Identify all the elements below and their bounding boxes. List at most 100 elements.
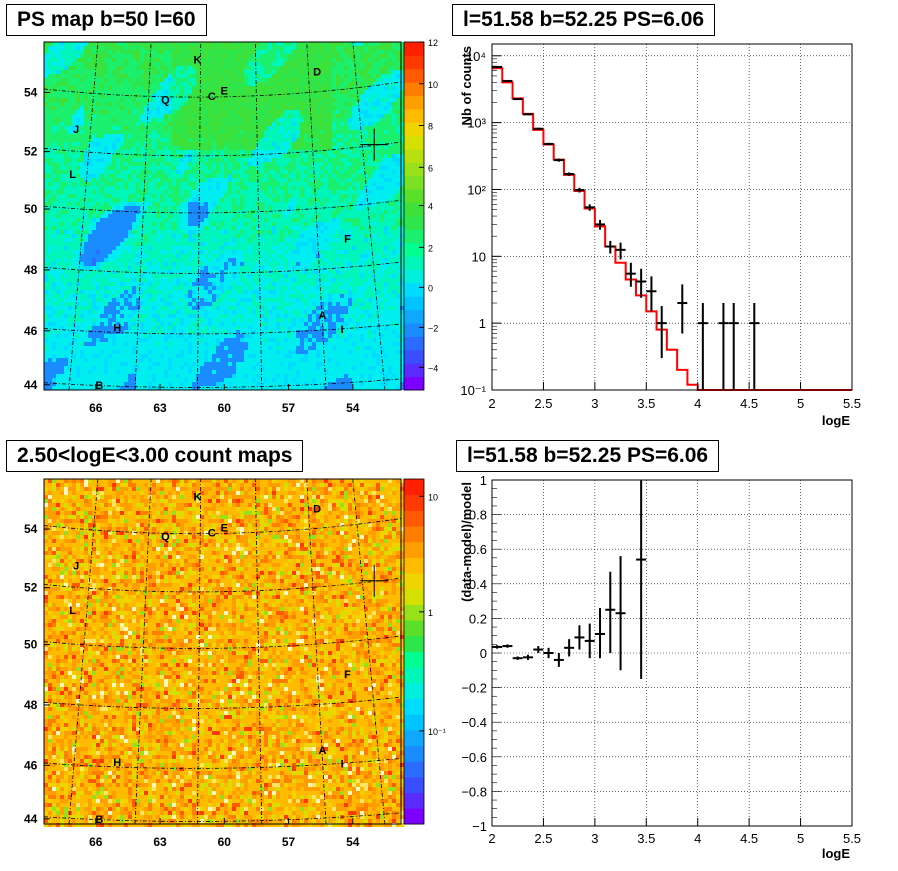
- ps-map-colorbar-tick: 2: [428, 243, 433, 253]
- count-map-frame: [43, 478, 402, 825]
- ps-map-x-tick: 57: [282, 401, 296, 415]
- count-map-cells: [44, 479, 404, 827]
- residual-y-tick: 0.8: [469, 508, 487, 523]
- ps-map-cells: [44, 42, 404, 390]
- spectrum-x-label: logE: [822, 413, 850, 428]
- ps-map-colorbar-tick: 6: [428, 163, 433, 173]
- spectrum-x-tick: 5.5: [843, 396, 861, 411]
- spectrum-title: l=51.58 b=52.25 PS=6.06: [452, 4, 716, 36]
- ps-map-colorbar-tick: 12: [428, 38, 438, 48]
- ps-map-colorbar-tick: 4: [428, 202, 433, 212]
- residual-x-label: logE: [822, 846, 850, 861]
- residual-y-tick: 0.6: [469, 542, 487, 557]
- count-map-colorbar-step: [404, 792, 424, 809]
- ps-map-y-tick: 44: [24, 378, 38, 392]
- source-label-A: A: [318, 745, 326, 757]
- source-label-J: J: [73, 560, 79, 572]
- residual-x-tick: 4: [694, 831, 701, 846]
- count-map-lat-gridline: [43, 577, 402, 593]
- source-label-E: E: [221, 522, 228, 534]
- ps-map-colorbar-step: [404, 336, 424, 351]
- ps-map-colorbar-step: [404, 229, 424, 244]
- ps-map-colorbar-tick: 10: [428, 80, 438, 90]
- ps-map-lat-gridline: [43, 81, 402, 98]
- residual-y-tick: −0.6: [461, 750, 487, 765]
- count-map-colorbar-step: [404, 651, 424, 668]
- ps-map-lat-gridline: [43, 141, 402, 157]
- spectrum-model-step: [492, 67, 852, 391]
- ps-map-colorbar-tick: −2: [428, 323, 438, 333]
- source-label-H: H: [113, 757, 121, 769]
- count-map-colorbar-tick: 1: [428, 608, 433, 618]
- source-label-D: D: [313, 503, 321, 515]
- residual-x-tick: 2: [488, 831, 495, 846]
- count-map-lon-gridline: [134, 478, 152, 825]
- count-map-x-tick: 66: [89, 835, 103, 849]
- count-map-x-tick: 54: [346, 835, 360, 849]
- residual-y-tick: −0.2: [461, 681, 487, 696]
- count-map-y-tick: 52: [24, 581, 38, 595]
- residual-y-tick: −0.8: [461, 784, 487, 799]
- ps-map-colorbar-step: [404, 376, 424, 391]
- count-map-colorbar-step: [404, 698, 424, 715]
- spectrum-x-tick: 2.5: [534, 396, 552, 411]
- count-map-x-tick: 63: [153, 835, 167, 849]
- count-map-colorbar-step: [404, 620, 424, 637]
- residual-title: l=51.58 b=52.25 PS=6.06: [456, 440, 720, 472]
- ps-map-colorbar-step: [404, 122, 424, 137]
- residual-y-tick: 1: [480, 473, 487, 488]
- ps-map-lat-gridline: [43, 261, 402, 274]
- ps-map-colorbar-step: [404, 363, 424, 378]
- count-map-lat-gridline: [43, 812, 402, 822]
- source-label-D: D: [313, 67, 321, 79]
- count-map-colorbar-tick: 10: [428, 492, 438, 502]
- residual-y-tick: 0: [480, 646, 487, 661]
- count-map-y-tick: 50: [24, 638, 38, 652]
- ps-map-y-tick: 54: [24, 85, 38, 99]
- ps-map-colorbar-tick: 8: [428, 122, 433, 132]
- ps-map-colorbar-step: [404, 42, 424, 56]
- source-label-C: C: [208, 91, 216, 103]
- count-map-y-tick: 46: [24, 758, 38, 772]
- ps-map-frame: [43, 41, 402, 391]
- count-map-colorbar-step: [404, 808, 424, 825]
- ps-map-lon-gridline: [134, 41, 152, 391]
- ps-map-colorbar-step: [404, 82, 424, 97]
- residual-y-tick: 0.2: [469, 611, 487, 626]
- count-map-colorbar-step: [404, 541, 424, 558]
- residual-frame: [491, 479, 853, 827]
- ps-map-colorbar-step: [404, 323, 424, 337]
- count-map-colorbar-step: [404, 776, 424, 794]
- count-map-colorbar-step: [404, 729, 424, 747]
- spectrum-x-tick: 3.5: [637, 396, 655, 411]
- spectrum-x-tick: 2: [488, 396, 495, 411]
- ps-map-colorbar-step: [404, 189, 424, 204]
- spectrum-x-tick: 4.5: [740, 396, 758, 411]
- source-label-B: B: [95, 380, 103, 392]
- spectrum-frame: [491, 43, 853, 391]
- source-label-F: F: [344, 234, 351, 246]
- ps-map-colorbar-step: [404, 256, 424, 271]
- spectrum-x-tick: 4: [694, 396, 701, 411]
- ps-map-colorbar-step: [404, 282, 424, 297]
- count-map-y-tick: 44: [24, 812, 38, 826]
- residual-x-tick: 2.5: [534, 831, 552, 846]
- ps-map-x-tick: 54: [346, 401, 360, 415]
- ps-map-lat-gridline: [43, 199, 402, 214]
- spectrum-y-tick: 10²: [467, 182, 486, 197]
- source-label-H: H: [113, 322, 121, 334]
- spectrum-y-label: Nb of counts: [459, 46, 474, 125]
- ps-map-colorbar-step: [404, 162, 424, 177]
- count-map-colorbar-step: [404, 526, 424, 543]
- count-map-y-tick: 54: [24, 522, 38, 536]
- count-map-colorbar-step: [404, 745, 424, 762]
- spectrum-y-tick: 10⁻¹: [460, 383, 486, 398]
- spectrum-x-tick: 5: [797, 396, 804, 411]
- ps-map-lat-gridline: [43, 378, 402, 388]
- count-map-colorbar-step: [404, 761, 424, 778]
- ps-map-colorbar-step: [404, 349, 424, 364]
- residual-y-tick: −1: [472, 819, 487, 834]
- count-map-colorbar-step: [404, 494, 424, 511]
- source-label-K: K: [194, 491, 202, 503]
